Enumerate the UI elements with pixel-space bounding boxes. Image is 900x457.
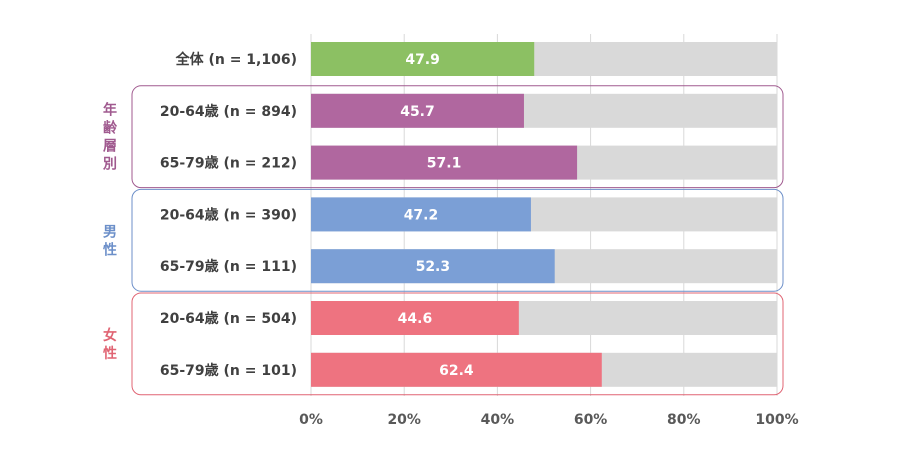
- group-label-char: 性: [103, 345, 117, 362]
- group-label-char: 年: [103, 102, 117, 119]
- data-label: 62.4: [439, 363, 474, 379]
- bar: [311, 197, 531, 232]
- bar: [311, 93, 524, 128]
- group-box-2: [131, 292, 784, 396]
- data-label: 44.6: [398, 311, 433, 327]
- x-tick-label: 0%: [299, 412, 323, 428]
- bar: [311, 249, 555, 284]
- group-label-char: 性: [103, 241, 117, 258]
- x-tick-label: 100%: [755, 412, 798, 428]
- bar: [311, 301, 519, 335]
- x-tick-label: 60%: [574, 412, 608, 428]
- data-label: 47.9: [405, 52, 440, 68]
- x-tick-label: 20%: [387, 412, 421, 428]
- category-label: 20-64歳 (n = 894): [160, 103, 297, 120]
- bars: 47.9 45.7 57.1 47.2 52.3 44.6 62.4: [311, 42, 777, 387]
- x-tick-label: 80%: [667, 412, 701, 428]
- x-tick-label: 40%: [481, 412, 515, 428]
- x-axis-tick-labels: 0% 20% 40% 60% 80% 100%: [299, 412, 799, 428]
- category-label: 65-79歳 (n = 101): [160, 362, 297, 379]
- group-box-0: [131, 85, 784, 189]
- group-label-char: 別: [102, 157, 117, 173]
- category-label: 20-64歳 (n = 390): [160, 206, 297, 223]
- group-label-char: 層: [103, 139, 117, 155]
- bar: [311, 145, 578, 180]
- category-label: 20-64歳 (n = 504): [160, 310, 297, 327]
- group-label-char: 男: [103, 224, 117, 240]
- category-label: 全体 (n = 1,106): [175, 51, 297, 68]
- data-label: 45.7: [400, 104, 435, 120]
- group-label-char: 齢: [103, 120, 118, 137]
- group-boxes: [131, 85, 784, 396]
- bar: [311, 352, 602, 387]
- bar: [311, 42, 535, 76]
- group-label-char: 女: [103, 327, 117, 344]
- group-box-1: [131, 188, 784, 292]
- category-labels: 全体 (n = 1,106) 20-64歳 (n = 894) 65-79歳 (n …: [160, 51, 297, 379]
- category-label: 65-79歳 (n = 212): [160, 155, 297, 172]
- category-label: 65-79歳 (n = 111): [160, 258, 297, 275]
- data-label: 57.1: [427, 156, 462, 172]
- data-label: 47.2: [404, 207, 439, 223]
- data-label: 52.3: [416, 259, 451, 275]
